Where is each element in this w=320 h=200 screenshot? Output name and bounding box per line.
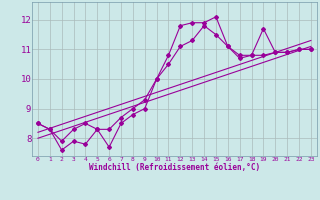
- X-axis label: Windchill (Refroidissement éolien,°C): Windchill (Refroidissement éolien,°C): [89, 163, 260, 172]
